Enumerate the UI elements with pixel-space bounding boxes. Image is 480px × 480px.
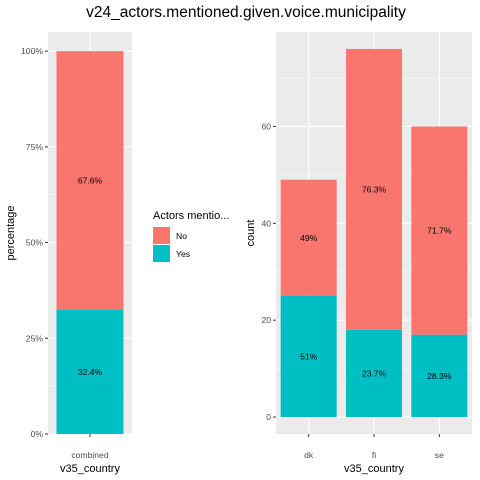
data-label: 23.7% bbox=[362, 368, 387, 378]
legend: Actors mentio... No Yes bbox=[153, 210, 229, 262]
y-tick-label: 25% bbox=[26, 333, 44, 343]
legend-key-yes bbox=[153, 245, 170, 262]
legend-title: Actors mentio... bbox=[153, 210, 229, 222]
right-panel: 0 20 40 60 51% 49% 23.7% 76.3% 28.3% 71.7% dk fi se v… bbox=[245, 32, 472, 475]
y-axis-title: percentage bbox=[5, 205, 17, 260]
data-label: 32.4% bbox=[78, 367, 103, 377]
legend-key-no bbox=[153, 227, 170, 244]
data-label: 67.6% bbox=[78, 176, 103, 186]
bar-yes-fi bbox=[346, 329, 402, 418]
y-axis-title: count bbox=[245, 220, 257, 247]
bar-no-combined bbox=[56, 51, 124, 310]
data-label: 49% bbox=[300, 233, 318, 243]
y-tick-label: 75% bbox=[26, 142, 44, 152]
bar-no-dk bbox=[280, 179, 337, 296]
y-tick-label: 50% bbox=[26, 238, 44, 248]
x-axis-title: v35_country bbox=[60, 463, 120, 475]
y-tick-label: 60 bbox=[261, 121, 271, 131]
y-tick-label: 20 bbox=[261, 315, 271, 325]
bar-no-se bbox=[411, 126, 468, 335]
bar-yes-se bbox=[411, 334, 468, 418]
data-label: 28.3% bbox=[427, 371, 452, 381]
y-tick-label: 100% bbox=[21, 46, 43, 56]
x-tick-label: fi bbox=[372, 450, 376, 460]
data-label: 51% bbox=[300, 352, 318, 362]
bar-yes-dk bbox=[280, 295, 337, 418]
x-tick-label: combined bbox=[71, 450, 108, 460]
bar-no-fi bbox=[346, 48, 402, 330]
legend-label: Yes bbox=[176, 249, 190, 259]
x-axis-title: v35_country bbox=[344, 463, 404, 475]
y-tick-label: 40 bbox=[261, 218, 271, 228]
bar-yes-combined bbox=[56, 309, 124, 434]
left-panel: 0% 25% 50% 75% 100% 32.4% 67.6% combined v35_cou… bbox=[5, 32, 132, 475]
x-tick-label: se bbox=[435, 450, 444, 460]
data-label: 71.7% bbox=[427, 226, 452, 236]
chart-title: v24_actors.mentioned.given.voice.municip… bbox=[86, 4, 406, 21]
y-tick-label: 0 bbox=[266, 412, 271, 422]
x-tick-label: dk bbox=[304, 450, 314, 460]
y-tick-label: 0% bbox=[31, 429, 44, 439]
data-label: 76.3% bbox=[362, 184, 387, 194]
legend-label: No bbox=[176, 231, 187, 241]
